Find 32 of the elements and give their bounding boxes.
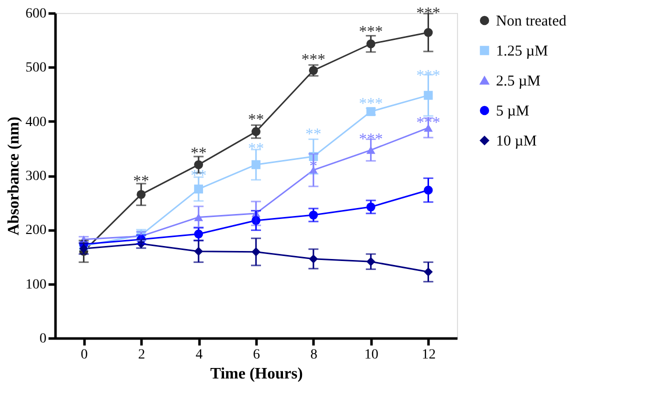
legend-label: 10 µM (496, 134, 537, 150)
y-tick-label: 500 (26, 60, 46, 76)
y-tick-label: 600 (26, 6, 46, 22)
annotation: *** (358, 23, 383, 40)
x-tick-label: 0 (80, 348, 88, 362)
annotation: ** (305, 126, 322, 143)
x-tick-label: 2 (138, 348, 146, 362)
annotation: *** (358, 131, 383, 148)
x-tick-label: 12 (422, 348, 436, 362)
annotation: ** (190, 144, 207, 162)
x-tick-label: 4 (196, 348, 203, 362)
legend-label: Non treated (496, 14, 567, 30)
x-axis-title: Time (Hours) (210, 366, 303, 382)
annotation: *** (416, 67, 440, 84)
y-tick-label: 300 (26, 169, 46, 184)
x-tick-label: 8 (310, 348, 318, 362)
x-tick-label: 10 (364, 348, 378, 362)
legend-label: 1.25 µM (496, 44, 548, 60)
y-tick-label: 100 (26, 277, 46, 292)
x-tick-label: 6 (253, 348, 260, 362)
legend-label: 2.5 µM (496, 74, 540, 90)
annotation: *** (301, 52, 326, 69)
y-tick-label: 400 (26, 114, 46, 130)
annotation: *** (416, 5, 440, 22)
annotation: ** (133, 172, 150, 190)
annotation: ** (248, 112, 264, 129)
annotation: *** (358, 95, 383, 112)
legend-label: 5 µM (496, 104, 530, 120)
y-tick-label: 0 (40, 332, 46, 346)
y-axis-title: Absorbance (nm) (6, 116, 22, 236)
y-tick-label: 200 (26, 223, 46, 238)
annotation: ** (248, 140, 264, 158)
